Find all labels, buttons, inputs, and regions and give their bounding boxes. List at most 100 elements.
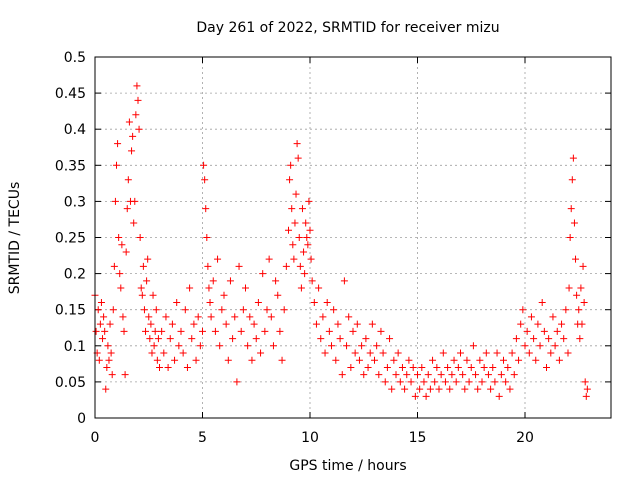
data-point bbox=[403, 371, 411, 379]
data-point bbox=[207, 313, 215, 321]
data-point bbox=[396, 378, 404, 386]
data-point bbox=[162, 313, 170, 321]
y-tick-label: 0 bbox=[77, 411, 86, 427]
data-point bbox=[310, 298, 318, 306]
data-point bbox=[296, 262, 304, 270]
data-point bbox=[140, 306, 148, 314]
data-point bbox=[145, 313, 153, 321]
data-point bbox=[196, 342, 204, 350]
data-point bbox=[175, 342, 183, 350]
data-points bbox=[91, 82, 591, 400]
data-point bbox=[478, 378, 486, 386]
data-point bbox=[123, 205, 131, 213]
data-point bbox=[450, 356, 458, 364]
data-point bbox=[280, 306, 288, 314]
data-point bbox=[508, 349, 516, 357]
data-point bbox=[394, 349, 402, 357]
data-point bbox=[579, 262, 587, 270]
data-point bbox=[130, 219, 138, 227]
data-point bbox=[181, 306, 189, 314]
data-point bbox=[250, 320, 258, 328]
data-point bbox=[334, 320, 342, 328]
data-point bbox=[96, 320, 104, 328]
data-point bbox=[569, 154, 577, 162]
data-point bbox=[154, 335, 162, 343]
data-point bbox=[510, 371, 518, 379]
data-point bbox=[301, 270, 309, 278]
data-point bbox=[137, 284, 145, 292]
data-point bbox=[101, 327, 109, 335]
data-point bbox=[128, 147, 136, 155]
data-point bbox=[532, 356, 540, 364]
x-tick-label: 5 bbox=[198, 430, 207, 446]
data-point bbox=[338, 371, 346, 379]
data-point bbox=[211, 327, 219, 335]
data-point bbox=[567, 205, 575, 213]
data-point bbox=[298, 205, 306, 213]
x-tick-label: 15 bbox=[409, 430, 427, 446]
data-point bbox=[549, 313, 557, 321]
data-point bbox=[292, 190, 300, 198]
data-point bbox=[461, 385, 469, 393]
data-point bbox=[332, 356, 340, 364]
data-point bbox=[235, 262, 243, 270]
data-point bbox=[131, 197, 139, 205]
data-point bbox=[302, 219, 310, 227]
y-tick-label: 0.5 bbox=[64, 50, 86, 66]
data-point bbox=[521, 342, 529, 350]
data-point bbox=[441, 378, 449, 386]
data-point bbox=[304, 241, 312, 249]
data-point bbox=[474, 385, 482, 393]
data-point bbox=[263, 306, 271, 314]
data-point bbox=[147, 320, 155, 328]
data-point bbox=[566, 234, 574, 241]
data-point bbox=[114, 140, 122, 148]
data-point bbox=[248, 356, 256, 364]
data-point bbox=[463, 356, 471, 364]
data-point bbox=[214, 255, 222, 263]
data-point bbox=[133, 82, 141, 90]
data-point bbox=[177, 327, 185, 335]
data-point bbox=[351, 349, 359, 357]
data-point bbox=[286, 176, 294, 184]
data-point bbox=[534, 320, 542, 328]
data-point bbox=[312, 320, 320, 328]
data-point bbox=[192, 356, 200, 364]
data-point bbox=[158, 327, 166, 335]
data-point bbox=[105, 356, 113, 364]
data-point bbox=[355, 356, 363, 364]
data-point bbox=[368, 320, 376, 328]
data-point bbox=[401, 385, 409, 393]
data-point bbox=[156, 363, 163, 371]
y-tick-label: 0.2 bbox=[64, 267, 86, 283]
data-point bbox=[226, 277, 234, 285]
data-point bbox=[576, 335, 584, 343]
data-point bbox=[188, 335, 196, 343]
data-point bbox=[102, 385, 110, 393]
data-point bbox=[204, 262, 212, 270]
data-point bbox=[203, 234, 211, 241]
data-point bbox=[504, 363, 512, 371]
data-point bbox=[293, 140, 301, 148]
data-point bbox=[149, 291, 157, 299]
data-point bbox=[482, 349, 490, 357]
data-point bbox=[562, 306, 570, 314]
data-point bbox=[124, 176, 132, 184]
data-point bbox=[572, 255, 580, 263]
data-point bbox=[422, 392, 430, 400]
data-point bbox=[476, 356, 484, 364]
data-point bbox=[409, 363, 417, 371]
data-point bbox=[446, 385, 454, 393]
y-tick-label: 0.15 bbox=[55, 303, 86, 319]
data-point bbox=[269, 342, 277, 350]
data-point bbox=[119, 313, 127, 321]
data-point bbox=[362, 335, 370, 343]
y-tick-label: 0.45 bbox=[55, 86, 86, 102]
data-point bbox=[194, 313, 202, 321]
data-point bbox=[190, 320, 198, 328]
data-point bbox=[120, 327, 128, 335]
data-point bbox=[110, 262, 118, 270]
data-point bbox=[113, 161, 120, 169]
data-point bbox=[186, 284, 194, 292]
data-point bbox=[388, 385, 396, 393]
